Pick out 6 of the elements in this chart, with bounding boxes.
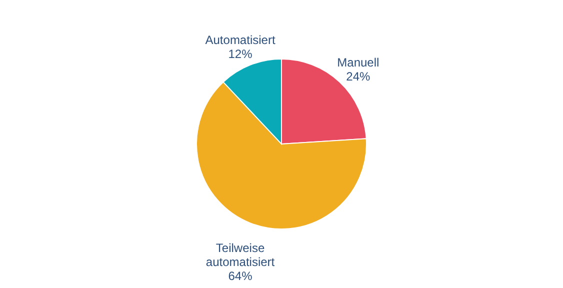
data-label: 64%	[228, 269, 253, 284]
slice-label: Automatisiert	[205, 32, 276, 47]
data-label: 24%	[346, 69, 370, 84]
data-label: 12%	[228, 46, 253, 61]
slice-label: Manuell	[337, 55, 380, 70]
slice-label: Teilweise automatisiert	[206, 241, 276, 270]
